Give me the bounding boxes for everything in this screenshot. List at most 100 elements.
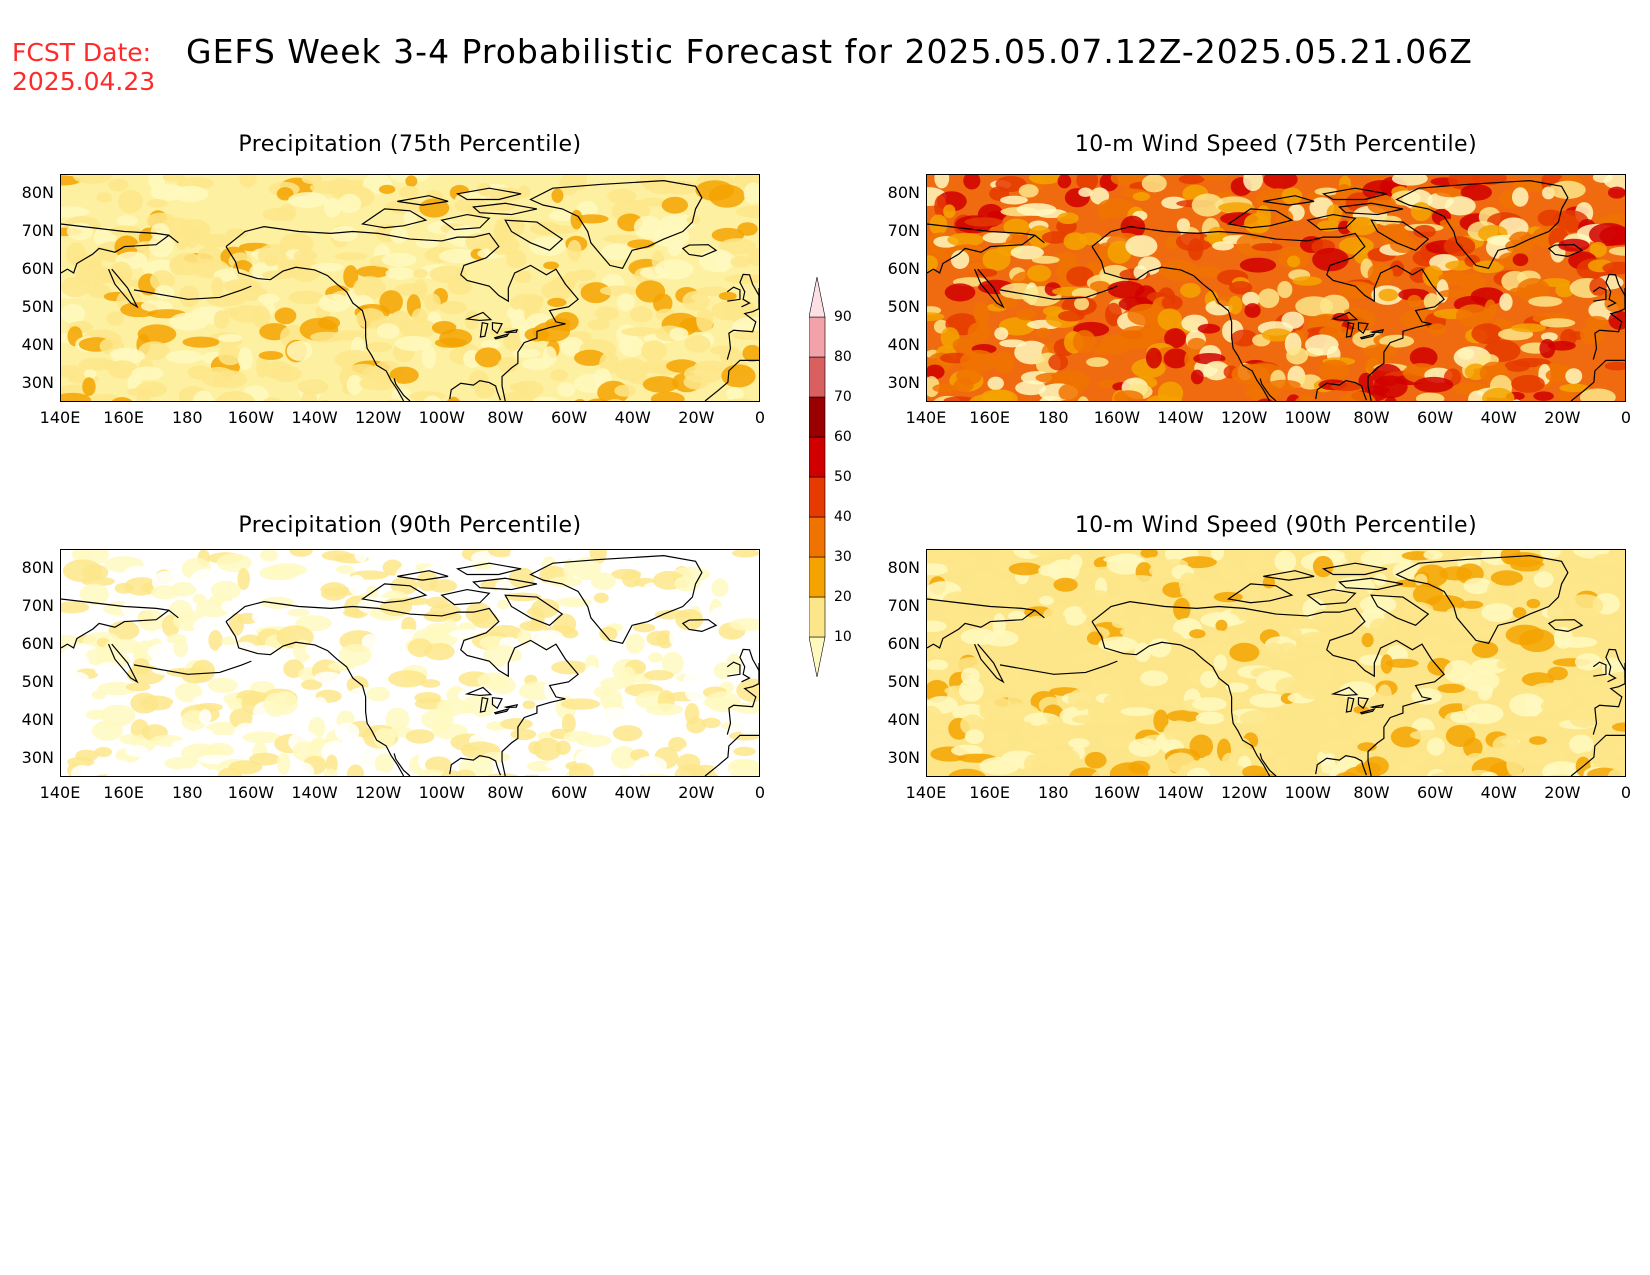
field-patch [942,598,968,621]
field-patch [1362,180,1401,201]
field-patch [1574,653,1602,671]
field-patch [568,762,594,776]
field-patch [735,205,759,218]
field-patch [1164,236,1180,250]
field-patch [438,248,477,264]
field-patch [994,327,1009,341]
field-patch [1242,291,1260,307]
coastline [1592,286,1607,302]
field-patch [1510,559,1545,572]
field-patch [385,198,426,215]
coastline [1306,588,1357,606]
coastline [1395,555,1569,645]
field-patch [1246,587,1261,606]
field-patch [1557,692,1575,711]
colorbar: 10 20 30 40 50 60 70 80 90 [808,276,869,691]
field-patch [1109,762,1149,776]
lon-tick-label: 80W [487,408,524,427]
field-patch [1099,334,1130,355]
field-patch [927,705,943,730]
field-patch [237,568,250,590]
field-patch [1558,636,1598,648]
field-patch [301,679,323,691]
field-patch [563,558,576,582]
field-patch [139,695,174,711]
field-patch [708,184,745,208]
coastline [360,208,428,229]
coastline [1226,208,1294,229]
field-patch [423,395,442,401]
field-patch [438,300,467,315]
field-patch [1292,276,1322,286]
field-patch [424,293,441,312]
coastline [449,380,502,401]
lon-tick-label: 80W [1353,408,1390,427]
lat-tick-label: 30N [887,748,920,767]
field-patch [1413,225,1436,239]
field-patch [1450,710,1479,724]
coastline [704,359,759,401]
field-patch [694,772,716,776]
field-patch [1041,231,1069,244]
field-patch [276,187,294,201]
field-patch [575,734,612,747]
lon-tick-label: 140W [291,408,338,427]
field-patch [946,553,965,576]
field-patch [425,756,452,773]
field-patch [1569,734,1594,755]
field-patch [1261,328,1293,342]
field-patch [1053,577,1078,592]
field-patch [148,234,174,258]
field-patch [1604,361,1625,371]
field-patch [332,330,369,341]
field-patch [993,351,1015,374]
coastline [1369,704,1385,709]
field-patch [1568,707,1599,728]
coastline [1345,321,1355,338]
field-patch [1298,631,1334,646]
field-patch [963,175,981,190]
field-patch [497,599,510,610]
field-patch [509,550,537,566]
field-patch [426,550,445,565]
lon-tick-label: 120W [354,783,402,802]
field-patch [1385,775,1396,776]
coastline [504,219,564,252]
field-patch [399,318,438,338]
field-patch [518,185,531,198]
field-patch [548,771,566,776]
field-patch [1025,615,1049,631]
coastline [726,661,741,677]
field-patch [455,769,476,776]
coastline [1226,583,1294,604]
field-patch [343,265,359,288]
field-patch [1513,399,1521,401]
lon-tick-label: 100W [1284,783,1331,802]
field-patch [301,175,323,185]
coastline [1321,187,1388,201]
field-patch [1047,715,1064,725]
field-patch [1191,193,1224,217]
coastline [1315,380,1368,401]
field-patch [1316,772,1329,776]
lon-tick-label: 80W [1353,783,1390,802]
field-patch [61,303,86,324]
field-patch [1389,236,1418,253]
field-patch [548,576,582,588]
field-patch [720,350,734,364]
field-patch [1274,754,1290,775]
field-patch [669,240,683,251]
field-patch [213,310,230,329]
field-patch [323,768,338,776]
field-patch [731,550,759,558]
coastline [1263,570,1315,581]
lat-tick-label: 30N [21,373,54,392]
map-field-wind-90 [927,550,1625,776]
field-patch [1008,610,1026,622]
field-patch [1528,736,1547,745]
field-patch [1496,659,1511,669]
field-patch [730,766,759,776]
field-patch [330,225,358,242]
field-patch [1192,697,1227,712]
field-patch [270,365,302,382]
